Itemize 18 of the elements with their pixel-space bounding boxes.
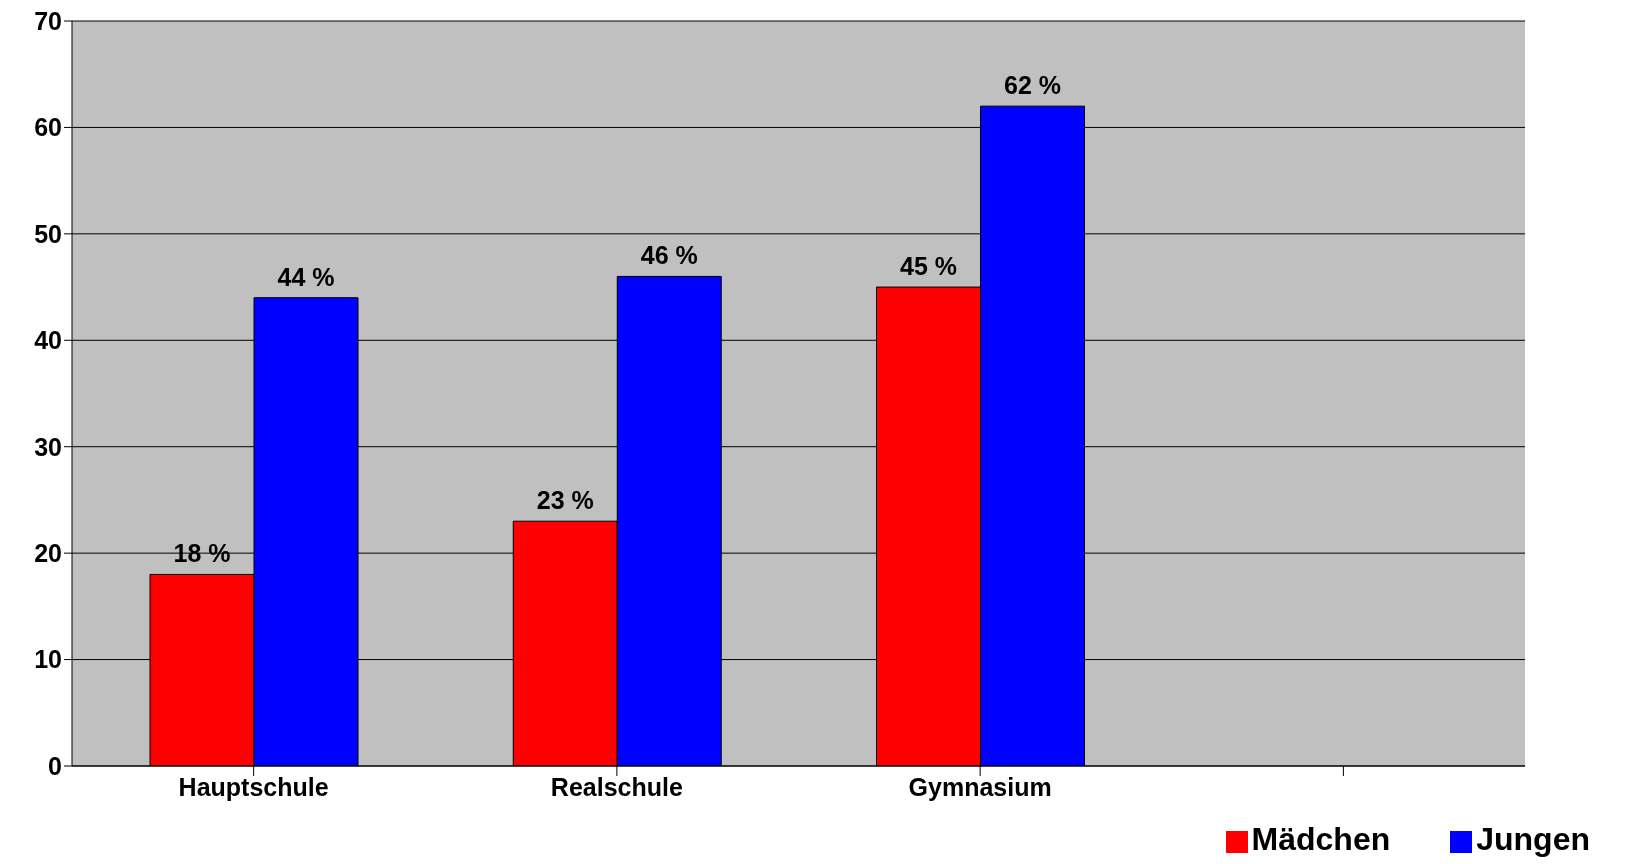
legend-label: Jungen xyxy=(1476,821,1590,857)
y-tick-label: 70 xyxy=(34,6,62,35)
data-label: 44 % xyxy=(277,262,335,291)
data-label: 23 % xyxy=(536,486,594,515)
legend-label: Mädchen xyxy=(1251,821,1391,857)
y-tick-label: 60 xyxy=(34,113,62,142)
y-tick-label: 40 xyxy=(34,326,62,355)
data-label: 62 % xyxy=(1004,71,1061,100)
y-tick-label: 0 xyxy=(48,751,62,780)
data-label: 46 % xyxy=(640,241,698,270)
y-tick-label: 50 xyxy=(34,219,62,248)
x-tick-label: Gymnasium xyxy=(908,772,1052,801)
x-tick-label: Hauptschule xyxy=(178,772,329,801)
y-tick-label: 10 xyxy=(34,645,62,674)
x-tick-label: Realschule xyxy=(550,772,683,801)
data-label: 45 % xyxy=(900,252,957,281)
y-tick-label: 20 xyxy=(34,539,62,568)
y-tick-label: 30 xyxy=(34,432,62,461)
